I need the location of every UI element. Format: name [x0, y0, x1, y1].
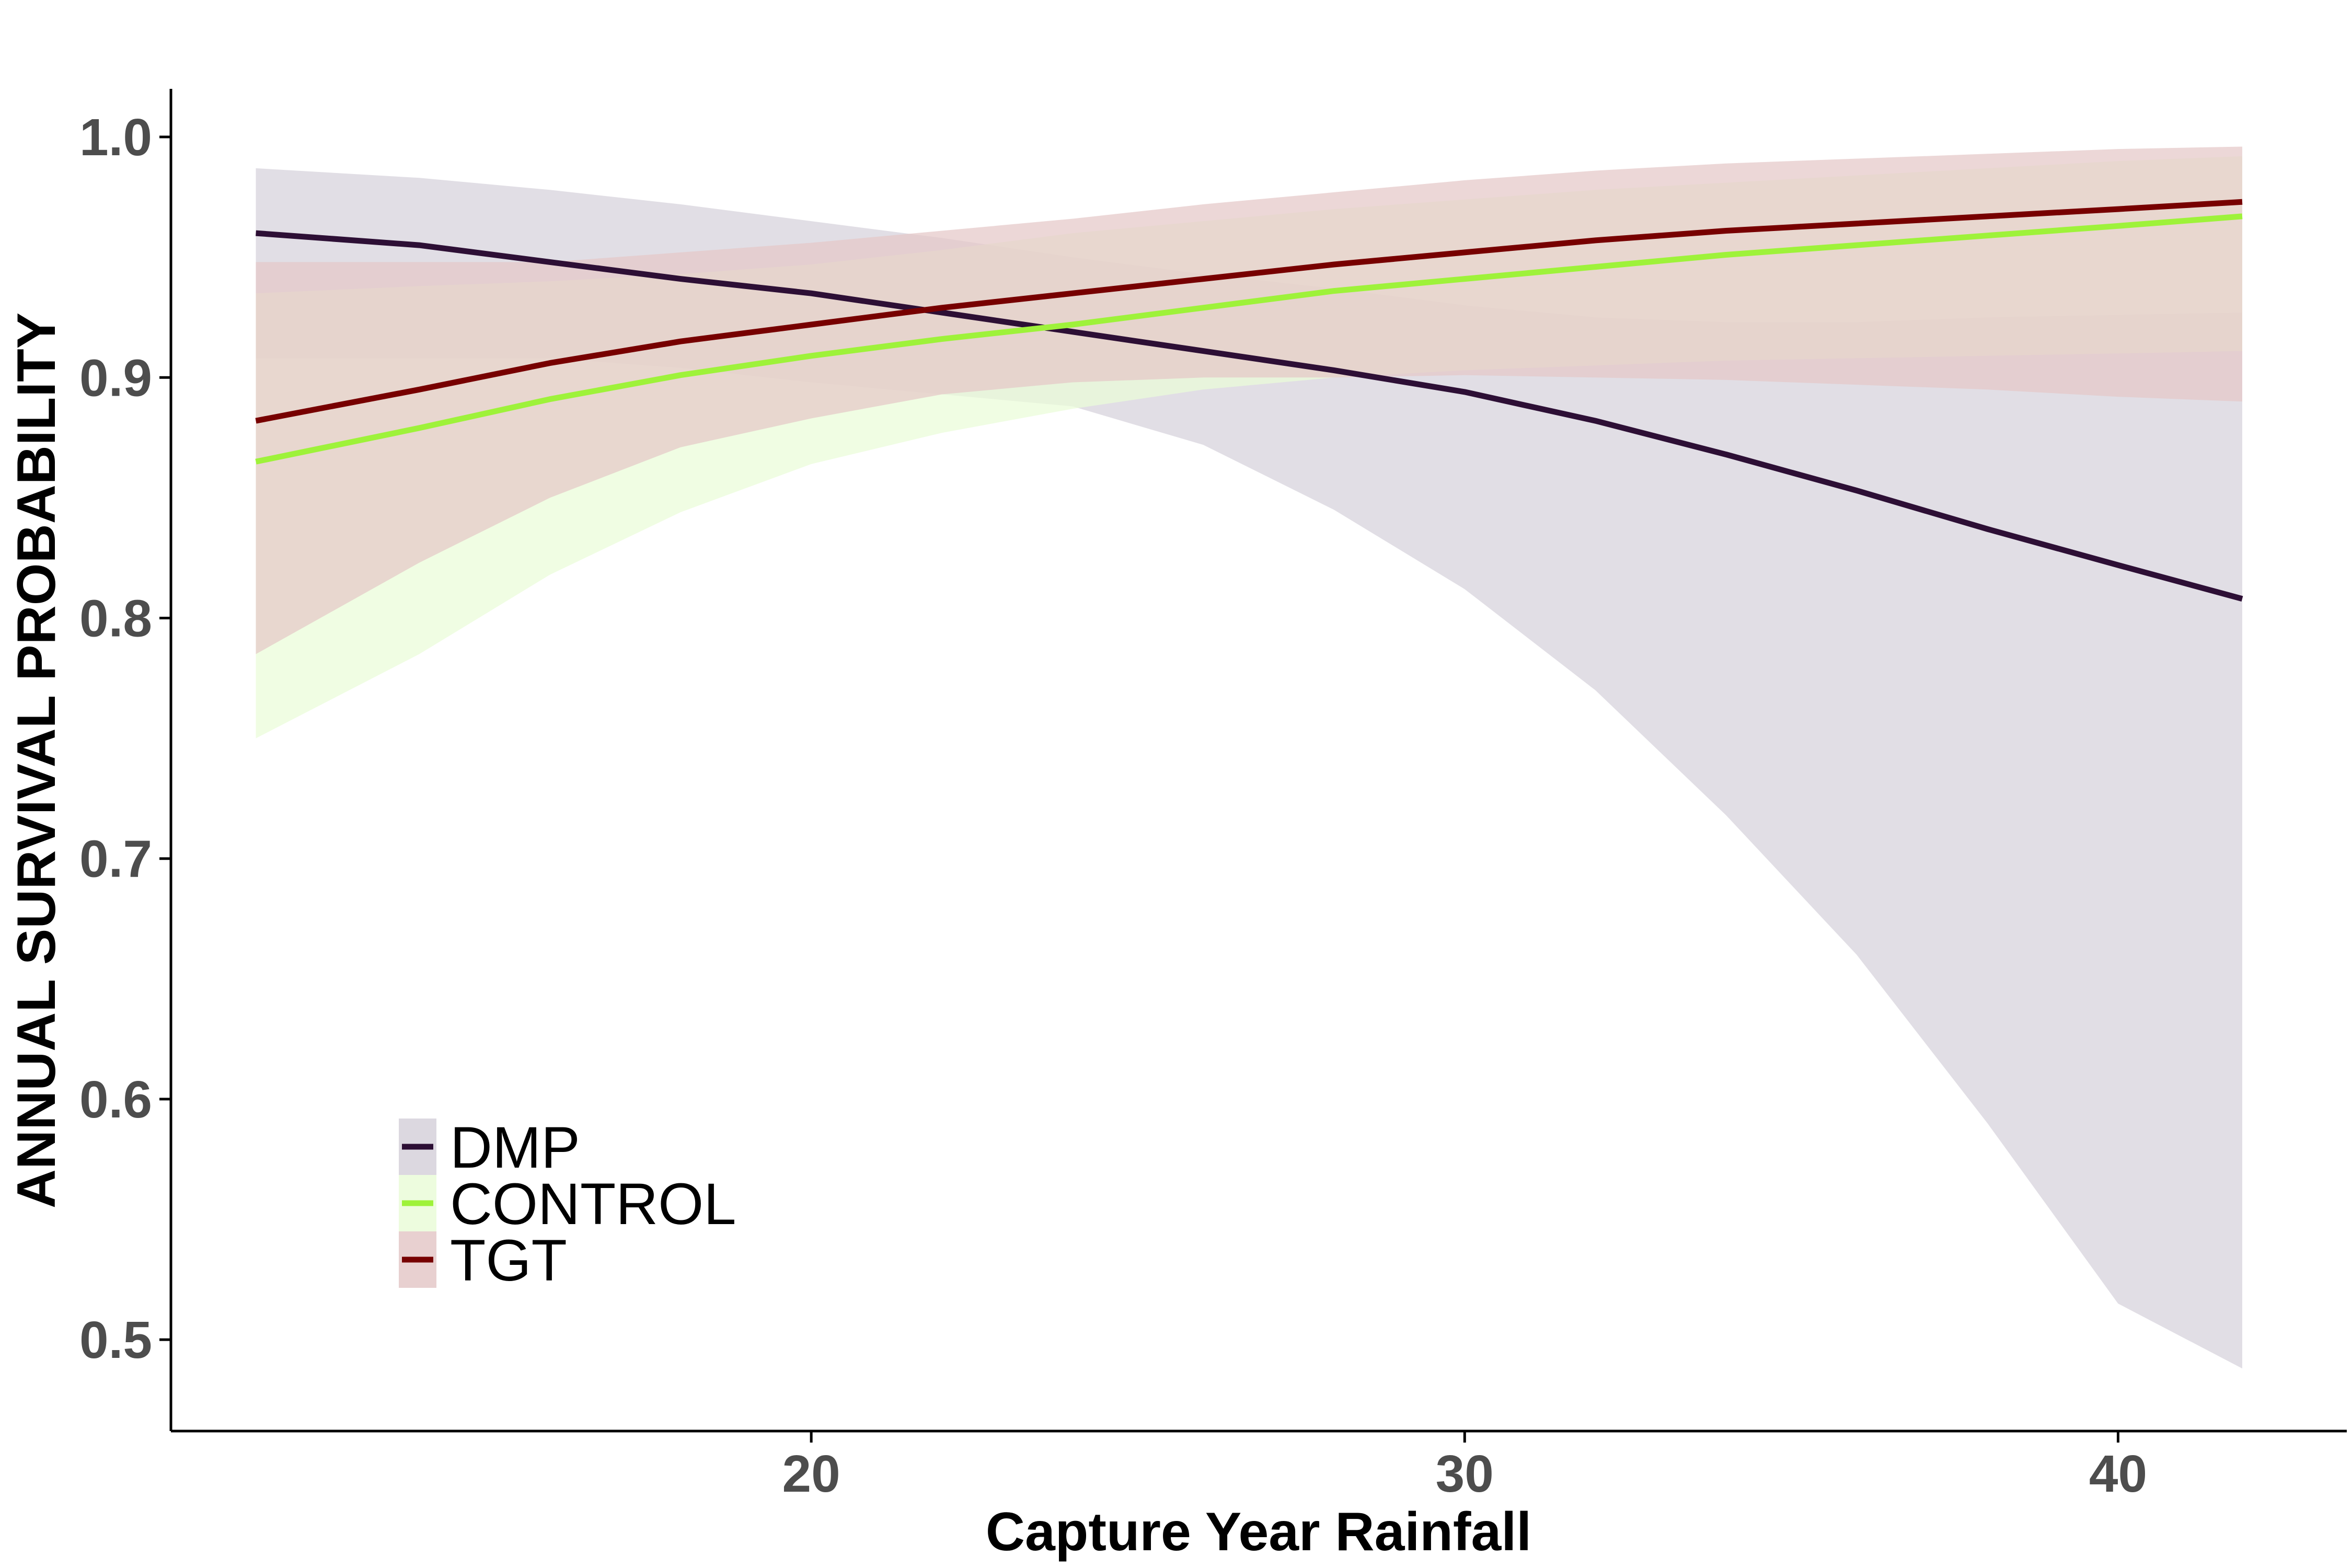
y-tick-label: 0.6	[79, 1070, 152, 1129]
legend-label-dmp: DMP	[450, 1115, 580, 1180]
legend-label-control: CONTROL	[450, 1171, 736, 1237]
confidence-bands	[256, 146, 2242, 1369]
y-tick-label: 0.8	[79, 589, 152, 648]
band-dmp	[256, 168, 2242, 1369]
y-tick-label: 1.0	[79, 108, 152, 167]
y-tick-label: 0.7	[79, 830, 152, 889]
band-tgt	[256, 146, 2242, 654]
x-tick-label: 20	[782, 1445, 840, 1503]
line-tgt	[255, 199, 2243, 424]
y-tick-label: 0.9	[79, 349, 152, 407]
legend-label-tgt: TGT	[450, 1228, 567, 1293]
y-axis-ticks: 0.5 0.6 0.7 0.8 0.9 1.0	[79, 108, 171, 1369]
y-tick-label: 0.5	[79, 1311, 152, 1369]
line-dmp	[256, 230, 2243, 602]
x-tick-label: 40	[2089, 1445, 2147, 1503]
x-axis-ticks: 20 30 40	[782, 1431, 2147, 1503]
y-axis-title: ANNUAL SURVIVAL PROBABILITY	[6, 313, 67, 1208]
x-tick-label: 30	[1436, 1445, 1494, 1503]
line-control	[255, 213, 2243, 465]
x-axis-title: Capture Year Rainfall	[986, 1502, 1531, 1562]
series-lines	[255, 199, 2243, 602]
